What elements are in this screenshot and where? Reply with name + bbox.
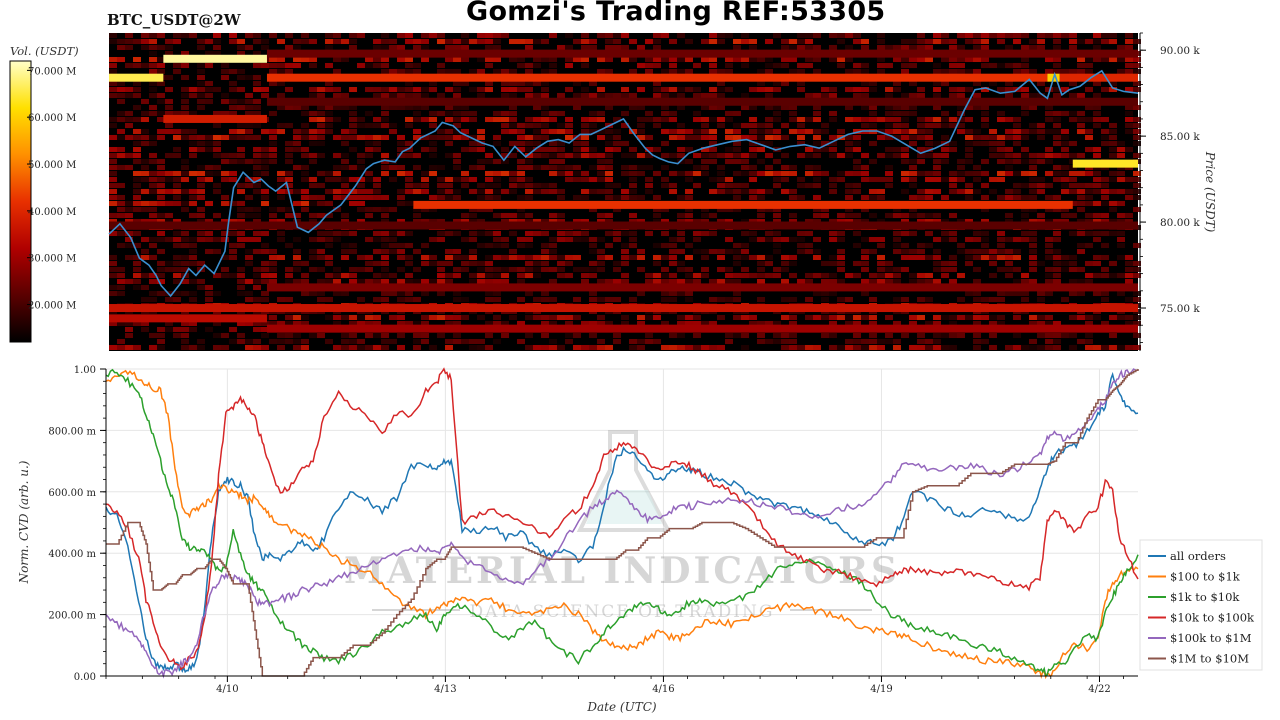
price-axis-label: Price (USDT) xyxy=(1203,151,1217,233)
cvd-y-tick-label: 0.00 xyxy=(74,672,96,683)
pair-label: BTC_USDT@2W xyxy=(107,11,241,29)
cvd-series-all-orders xyxy=(105,371,1139,674)
liquidity-wall-2 xyxy=(266,73,1048,82)
page-title: Gomzi's Trading REF:53305 xyxy=(466,0,886,27)
heatmap-panel: 75.00 k 80.00 k 85.00 k 90.00 k Price (USDT) xyxy=(108,32,1217,351)
colorbar-label: Vol. (USDT) xyxy=(10,44,79,58)
liquidity-wall-5 xyxy=(163,114,267,123)
colorbar-tick-label: 50.000 M xyxy=(28,160,76,171)
liquidity-wall-9 xyxy=(266,324,1138,333)
liquidity-wall-12 xyxy=(109,221,1138,230)
cvd-series--100k-to-1m xyxy=(105,368,1139,679)
price-tick-label: 90.00 k xyxy=(1160,45,1200,57)
cvd-series--100-to-1k xyxy=(105,369,1139,680)
cvd-y-tick-label: 600.00 m xyxy=(48,488,96,499)
flask-liquid-icon xyxy=(586,490,662,524)
legend-label: $1k to $10k xyxy=(1170,590,1240,604)
colorbar-tick-label: 40.000 M xyxy=(28,207,76,218)
cvd-y-tick-label: 200.00 m xyxy=(48,611,96,622)
colorbar-tick-label: 30.000 M xyxy=(28,254,76,265)
legend-label: $1M to $10M xyxy=(1170,652,1249,666)
colorbar-gradient xyxy=(9,60,32,343)
colorbar-tick-label: 70.000 M xyxy=(28,66,76,77)
cvd-series--1k-to-10k xyxy=(105,368,1139,677)
liquidity-wall-7 xyxy=(1072,159,1138,168)
cvd-y-axis-label: Norm. CVD (arb. u.) xyxy=(17,460,31,584)
cvd-y-tick-label: 800.00 m xyxy=(48,426,96,437)
liquidity-wall-4 xyxy=(1059,73,1138,82)
watermark-logo: MATERIAL INDICATORS DATA SCIENCE OF TRADI… xyxy=(344,430,900,622)
watermark-subtitle: DATA SCIENCE OF TRADING xyxy=(470,602,775,622)
cvd-x-tick-label: 4/10 xyxy=(216,684,238,695)
liquidity-wall-11 xyxy=(266,49,1138,58)
cvd-x-tick-label: 4/13 xyxy=(434,684,456,695)
price-tick-label: 85.00 k xyxy=(1160,131,1200,143)
legend-label: $10k to $100k xyxy=(1170,611,1255,625)
price-tick-label: 80.00 k xyxy=(1160,217,1200,229)
liquidity-wall-14 xyxy=(109,314,267,323)
legend-label: all orders xyxy=(1170,549,1226,563)
cvd-panel: MATERIAL INDICATORS DATA SCIENCE OF TRADI… xyxy=(17,365,1263,714)
liquidity-wall-0 xyxy=(109,73,164,82)
liquidity-wall-8 xyxy=(109,304,1138,313)
colorbar-tick-label: 20.000 M xyxy=(28,301,76,312)
price-tick-label: 75.00 k xyxy=(1160,303,1200,315)
legend-label: $100 to $1k xyxy=(1170,570,1241,584)
cvd-legend: all orders $100 to $1k $1k to $10k $10k to … xyxy=(1139,539,1263,671)
legend-box xyxy=(1139,539,1263,671)
liquidity-wall-6 xyxy=(413,200,1073,209)
cvd-y-tick-label: 1.00 xyxy=(74,365,96,376)
cvd-x-tick-label: 4/16 xyxy=(652,684,674,695)
watermark-title: MATERIAL INDICATORS xyxy=(344,550,900,592)
liquidity-wall-13 xyxy=(266,97,1138,106)
colorbar: Vol. (USDT) 20.000 M 30.000 M 40.000 M 50.00… xyxy=(9,44,79,343)
liquidity-wall-1 xyxy=(163,54,267,63)
colorbar-tick-label: 60.000 M xyxy=(28,113,76,124)
cvd-series--1m-to-10m xyxy=(106,369,1139,677)
price-line xyxy=(108,69,1139,298)
liquidity-wall-10 xyxy=(266,283,1138,292)
cvd-x-axis-label: Date (UTC) xyxy=(586,700,656,714)
cvd-series--10k-to-100k xyxy=(105,367,1139,671)
legend-label: $100k to $1M xyxy=(1170,631,1252,645)
cvd-x-tick-label: 4/22 xyxy=(1088,684,1110,695)
cvd-y-tick-label: 400.00 m xyxy=(48,549,96,560)
cvd-x-tick-label: 4/19 xyxy=(870,684,892,695)
